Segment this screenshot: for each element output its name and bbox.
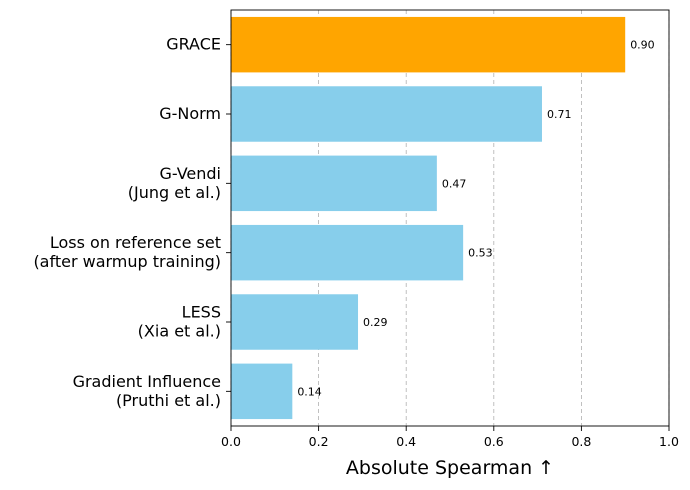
data-label: 0.14 <box>297 385 322 398</box>
x-axis-title: Absolute Spearman ↑ <box>346 457 554 479</box>
category-label: Gradient Influence <box>73 372 221 391</box>
category-label: (Pruthi et al.) <box>116 391 221 410</box>
bars <box>231 16 626 420</box>
category-label: G-Norm <box>159 104 221 123</box>
plot-frame <box>230 9 670 427</box>
data-label: 0.53 <box>468 247 493 260</box>
data-label: 0.90 <box>630 39 655 52</box>
data-label: 0.71 <box>547 108 572 121</box>
bar <box>231 155 437 212</box>
category-label: (Xia et al.) <box>138 322 221 341</box>
bar <box>231 294 359 350</box>
data-label: 0.47 <box>442 177 467 190</box>
bar <box>231 224 464 281</box>
category-label: G-Vendi <box>159 164 221 183</box>
x-tick-label: 0.0 <box>221 434 241 449</box>
data-label: 0.29 <box>363 316 388 329</box>
x-tick-label: 0.2 <box>309 434 329 449</box>
bar <box>231 16 626 73</box>
x-tick-label: 0.8 <box>571 434 591 449</box>
category-label: Loss on reference set <box>50 233 221 252</box>
x-tick-label: 0.6 <box>484 434 504 449</box>
category-label: (after warmup training) <box>33 252 221 271</box>
x-tick-label: 1.0 <box>659 434 679 449</box>
bar <box>231 86 542 142</box>
axis-ticks <box>226 44 670 431</box>
axes-frame <box>230 9 670 427</box>
category-label: LESS <box>182 303 221 322</box>
labels: 0.90 GRACE 0.71 G-Norm 0.47 G-Vendi(Jung et a… <box>33 35 679 449</box>
category-label: (Jung et al.) <box>128 183 221 202</box>
x-tick-label: 0.4 <box>396 434 416 449</box>
bar <box>231 363 293 420</box>
category-label: GRACE <box>166 35 221 54</box>
